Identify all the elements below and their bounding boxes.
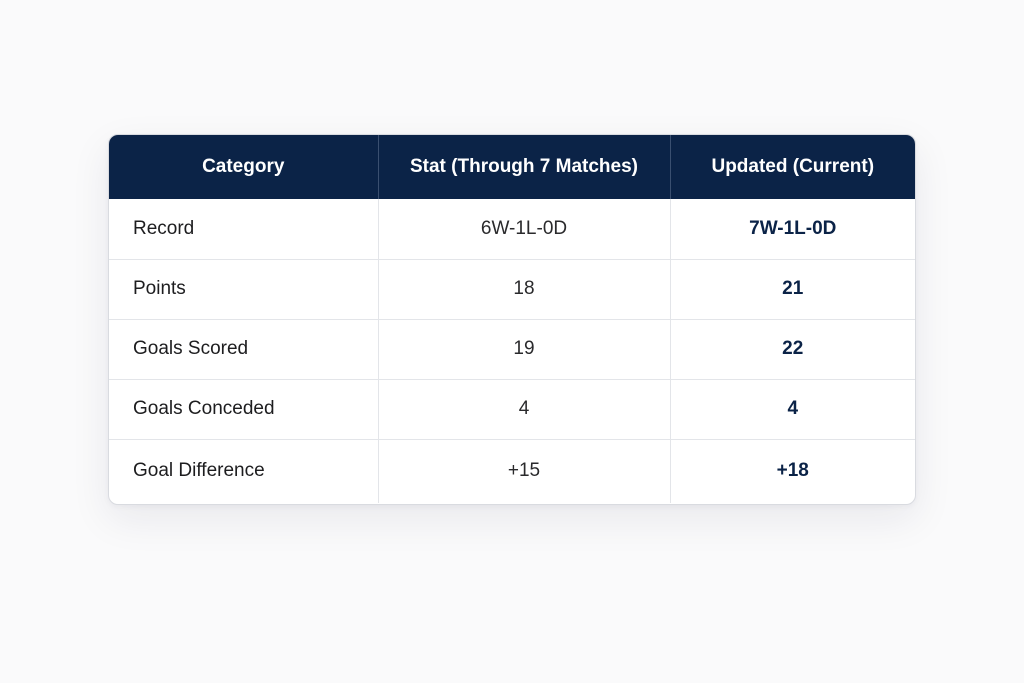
stats-table-card: Category Stat (Through 7 Matches) Update… [108,134,916,505]
row-category: Points [133,278,186,299]
row-category: Record [133,217,195,239]
row-category: Goals Conceded [133,398,275,419]
row-previous-value: +15 [377,439,670,503]
table-row: Goal Difference +15 +18 [109,439,915,503]
table-row: Goals Conceded 4 4 [109,379,915,439]
row-current-value: 7W-1L-0D [669,199,915,259]
row-previous-value: 4 [377,379,670,439]
row-current-value: +18 [669,439,915,503]
table-row: Points 18 21 [109,259,915,319]
row-category: Goal Difference [133,460,265,482]
table-row: Goals Scored 19 22 [109,319,915,379]
row-current-value: 22 [669,319,915,379]
table-row: Record 6W-1L-0D 7W-1L-0D [109,199,915,259]
header-category: Category [202,156,285,177]
header-previous-stat: Stat (Through 7 Matches) [377,135,670,199]
header-updated-stat: Updated (Current) [669,135,915,199]
row-category: Goals Scored [133,338,249,359]
row-previous-value: 18 [377,259,670,319]
row-previous-value: 6W-1L-0D [377,199,670,259]
row-previous-value: 19 [377,319,670,379]
stats-table: Category Stat (Through 7 Matches) Update… [109,135,915,503]
table-header-row: Category Stat (Through 7 Matches) Update… [109,135,915,199]
row-current-value: 4 [669,379,915,439]
row-current-value: 21 [669,259,915,319]
